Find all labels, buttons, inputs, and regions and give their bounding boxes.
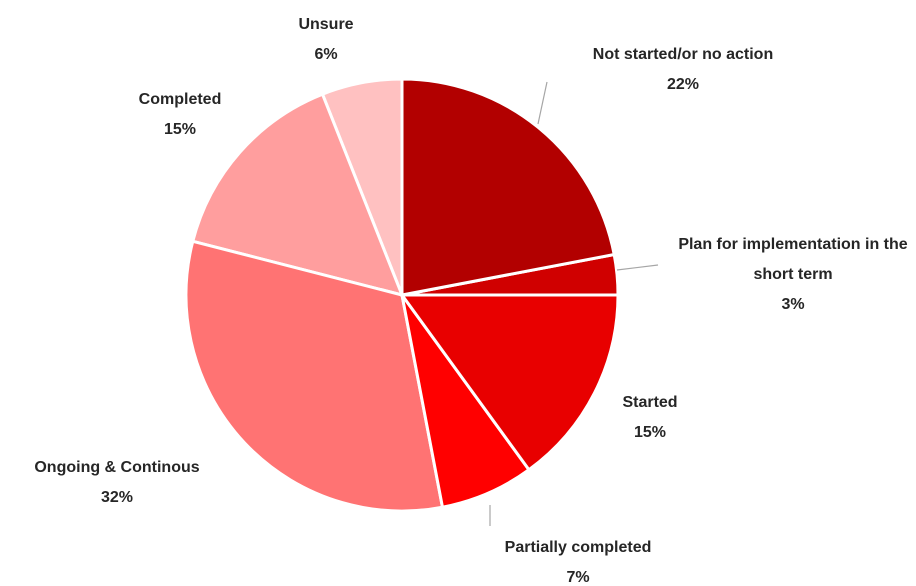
data-label: Completed 15%: [139, 85, 222, 145]
data-label: Plan for implementation in the short ter…: [668, 230, 916, 320]
category-label: Started: [622, 394, 678, 411]
category-label: Unsure: [298, 16, 354, 33]
category-label: Ongoing & Continous: [34, 459, 200, 476]
pie-slice: [190, 92, 405, 298]
value-label: 6%: [314, 46, 338, 63]
value-label: 7%: [566, 569, 590, 586]
value-label: 15%: [163, 121, 197, 138]
leader-lines: [489, 81, 659, 526]
leader-line: [616, 264, 659, 271]
leader-line: [537, 81, 548, 125]
value-label: 32%: [100, 489, 134, 506]
data-label: Not started/or no action 22%: [593, 40, 773, 100]
pie-slice: [184, 239, 445, 513]
pie-slice: [399, 293, 620, 472]
value-label: 15%: [633, 424, 667, 441]
value-label: 22%: [666, 76, 700, 93]
data-label: Started 15%: [622, 388, 677, 448]
data-label: Unsure 6%: [298, 10, 353, 70]
category-label: Partially completed: [504, 539, 652, 556]
category-label: Plan for implementation in the short ter…: [678, 236, 908, 283]
data-label: Ongoing & Continous 32%: [34, 453, 199, 513]
pie-slice: [400, 77, 616, 297]
data-label: Partially completed 7%: [505, 533, 652, 586]
value-label: 3%: [781, 296, 805, 313]
category-label: Not started/or no action: [592, 46, 774, 63]
category-label: Completed: [138, 91, 222, 108]
